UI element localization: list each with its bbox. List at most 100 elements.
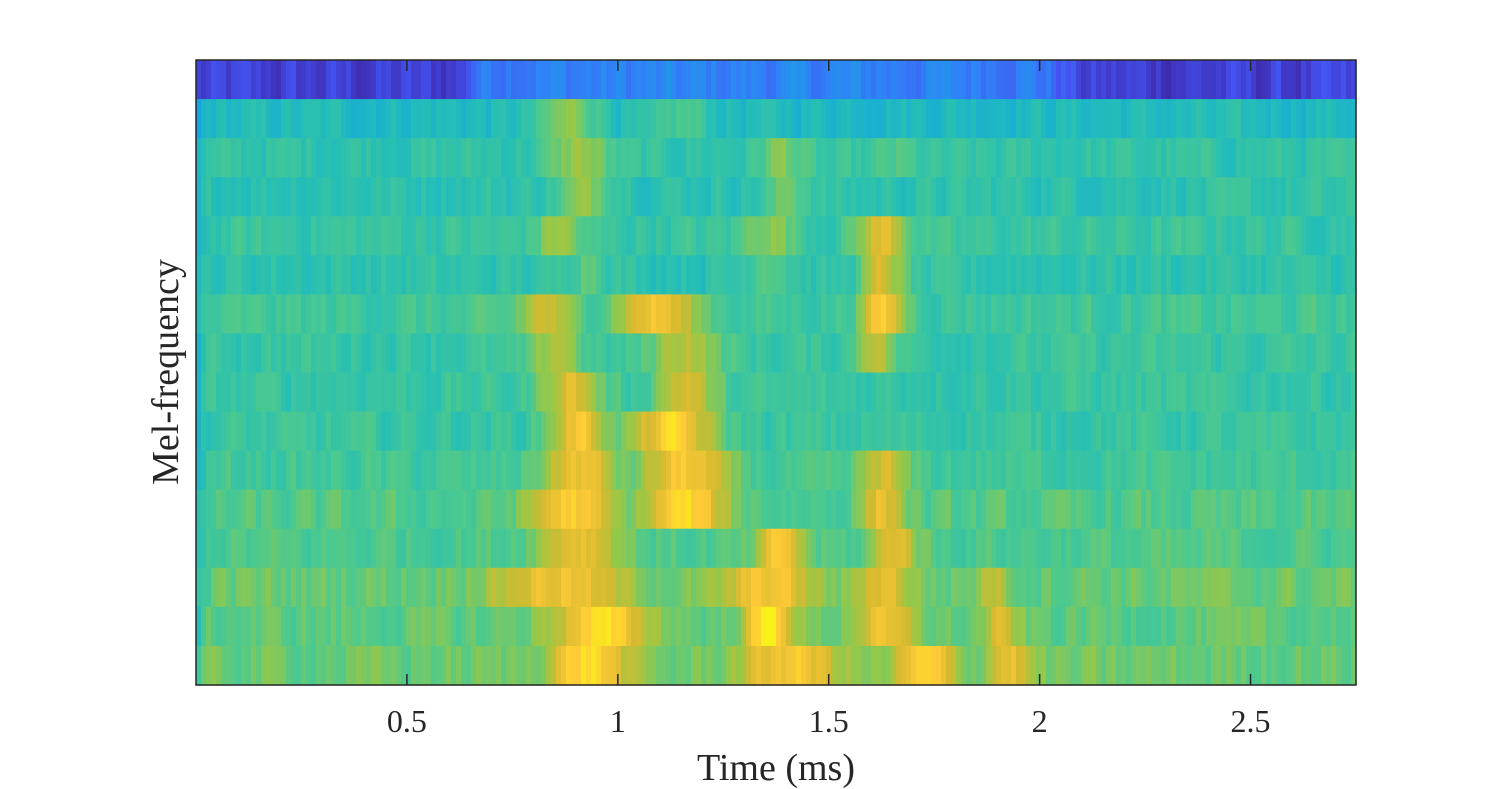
heatmap-cell [696,567,702,608]
heatmap-cell [551,60,557,100]
heatmap-cell [321,411,327,452]
heatmap-cell [391,411,397,452]
heatmap-cell [946,528,952,569]
heatmap-cell [851,489,857,530]
heatmap-cell [266,138,272,178]
heatmap-cell [206,450,212,491]
heatmap-cell [1271,255,1277,295]
heatmap-cell [981,294,987,335]
heatmap-cell [856,411,862,452]
heatmap-cell [276,567,282,608]
heatmap-cell [731,528,737,569]
heatmap-cell [871,372,877,413]
heatmap-cell [446,177,452,217]
heatmap-cell [641,216,647,256]
heatmap-cell [726,60,732,100]
heatmap-cell [1231,255,1237,295]
heatmap-cell [371,411,377,452]
heatmap-cell [196,99,202,139]
heatmap-cell [906,528,912,569]
heatmap-cell [1151,450,1157,491]
heatmap-cell [506,489,512,530]
heatmap-cell [1271,333,1277,374]
heatmap-cell [731,216,737,256]
heatmap-cell [376,411,382,452]
heatmap-cell [1051,138,1057,178]
heatmap-cell [936,606,942,647]
heatmap-cell [1086,216,1092,256]
heatmap-cell [751,333,757,374]
heatmap-cell [581,255,587,295]
heatmap-cell [961,567,967,608]
heatmap-cell [1116,372,1122,413]
heatmap-cell [596,411,602,452]
heatmap-cell [621,372,627,413]
heatmap-cell [1186,489,1192,530]
heatmap-cell [326,645,332,686]
heatmap-cell [916,60,922,100]
heatmap-cell [801,372,807,413]
heatmap-cell [536,255,542,295]
heatmap-cell [1226,372,1232,413]
heatmap-cell [461,411,467,452]
heatmap-cell [976,255,982,295]
heatmap-cell [571,216,577,256]
heatmap-cell [1001,606,1007,647]
heatmap-cell [546,60,552,100]
heatmap-cell [606,489,612,530]
heatmap-cell [1246,333,1252,374]
heatmap-cell [561,255,567,295]
heatmap-cell [316,411,322,452]
heatmap-cell [1241,489,1247,530]
heatmap-cell [1066,138,1072,178]
heatmap-cell [736,411,742,452]
heatmap-cell [751,255,757,295]
heatmap-cell [876,528,882,569]
heatmap-cell [646,177,652,217]
heatmap-cell [1346,372,1352,413]
heatmap-cell [911,450,917,491]
heatmap-cell [1316,333,1322,374]
heatmap-cell [356,177,362,217]
heatmap-cell [881,60,887,100]
heatmap-cell [1326,528,1332,569]
heatmap-cell [376,606,382,647]
heatmap-cell [1156,60,1162,100]
heatmap-cell [481,216,487,256]
heatmap-cell [616,450,622,491]
heatmap-cell [401,99,407,139]
heatmap-cell [1101,138,1107,178]
heatmap-cell [266,255,272,295]
heatmap-cell [1181,411,1187,452]
heatmap-cell [911,294,917,335]
heatmap-cell [241,216,247,256]
heatmap-cell [1226,333,1232,374]
heatmap-cell [1206,645,1212,686]
heatmap-cell [451,411,457,452]
heatmap-cell [716,489,722,530]
heatmap-cell [1031,138,1037,178]
heatmap-cell [1166,99,1172,139]
heatmap-cell [1091,216,1097,256]
heatmap-cell [981,333,987,374]
heatmap-cell [986,333,992,374]
heatmap-cell [1306,138,1312,178]
heatmap-cell [1156,372,1162,413]
heatmap-cell [646,450,652,491]
heatmap-cell [231,333,237,374]
heatmap-cell [746,60,752,100]
heatmap-cell [796,606,802,647]
heatmap-cell [1006,177,1012,217]
heatmap-cell [231,645,237,686]
heatmap-cell [231,138,237,178]
heatmap-cell [531,411,537,452]
heatmap-cell [1176,294,1182,335]
heatmap-cell [1181,99,1187,139]
heatmap-cell [1166,294,1172,335]
heatmap-cell [1011,567,1017,608]
heatmap-cell [961,411,967,452]
heatmap-cell [1181,450,1187,491]
heatmap-cell [1241,567,1247,608]
heatmap-cell [196,450,202,491]
heatmap-cell [896,60,902,100]
